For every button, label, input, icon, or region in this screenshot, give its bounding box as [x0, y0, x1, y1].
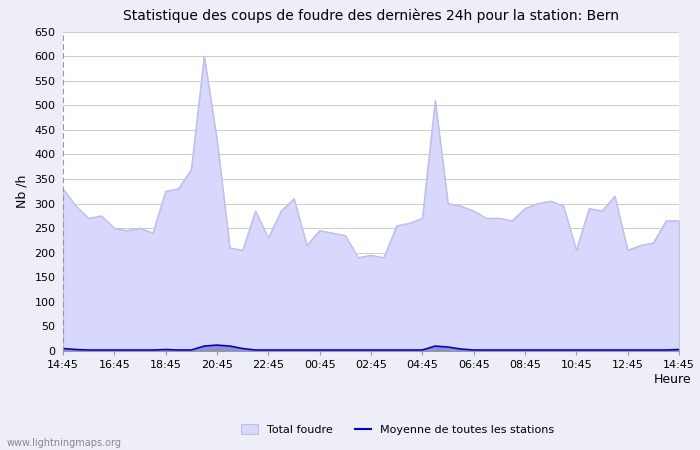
- X-axis label: Heure: Heure: [654, 373, 692, 386]
- Text: www.lightningmaps.org: www.lightningmaps.org: [7, 438, 122, 448]
- Y-axis label: Nb /h: Nb /h: [15, 175, 29, 208]
- Title: Statistique des coups de foudre des dernières 24h pour la station: Bern: Statistique des coups de foudre des dern…: [123, 9, 619, 23]
